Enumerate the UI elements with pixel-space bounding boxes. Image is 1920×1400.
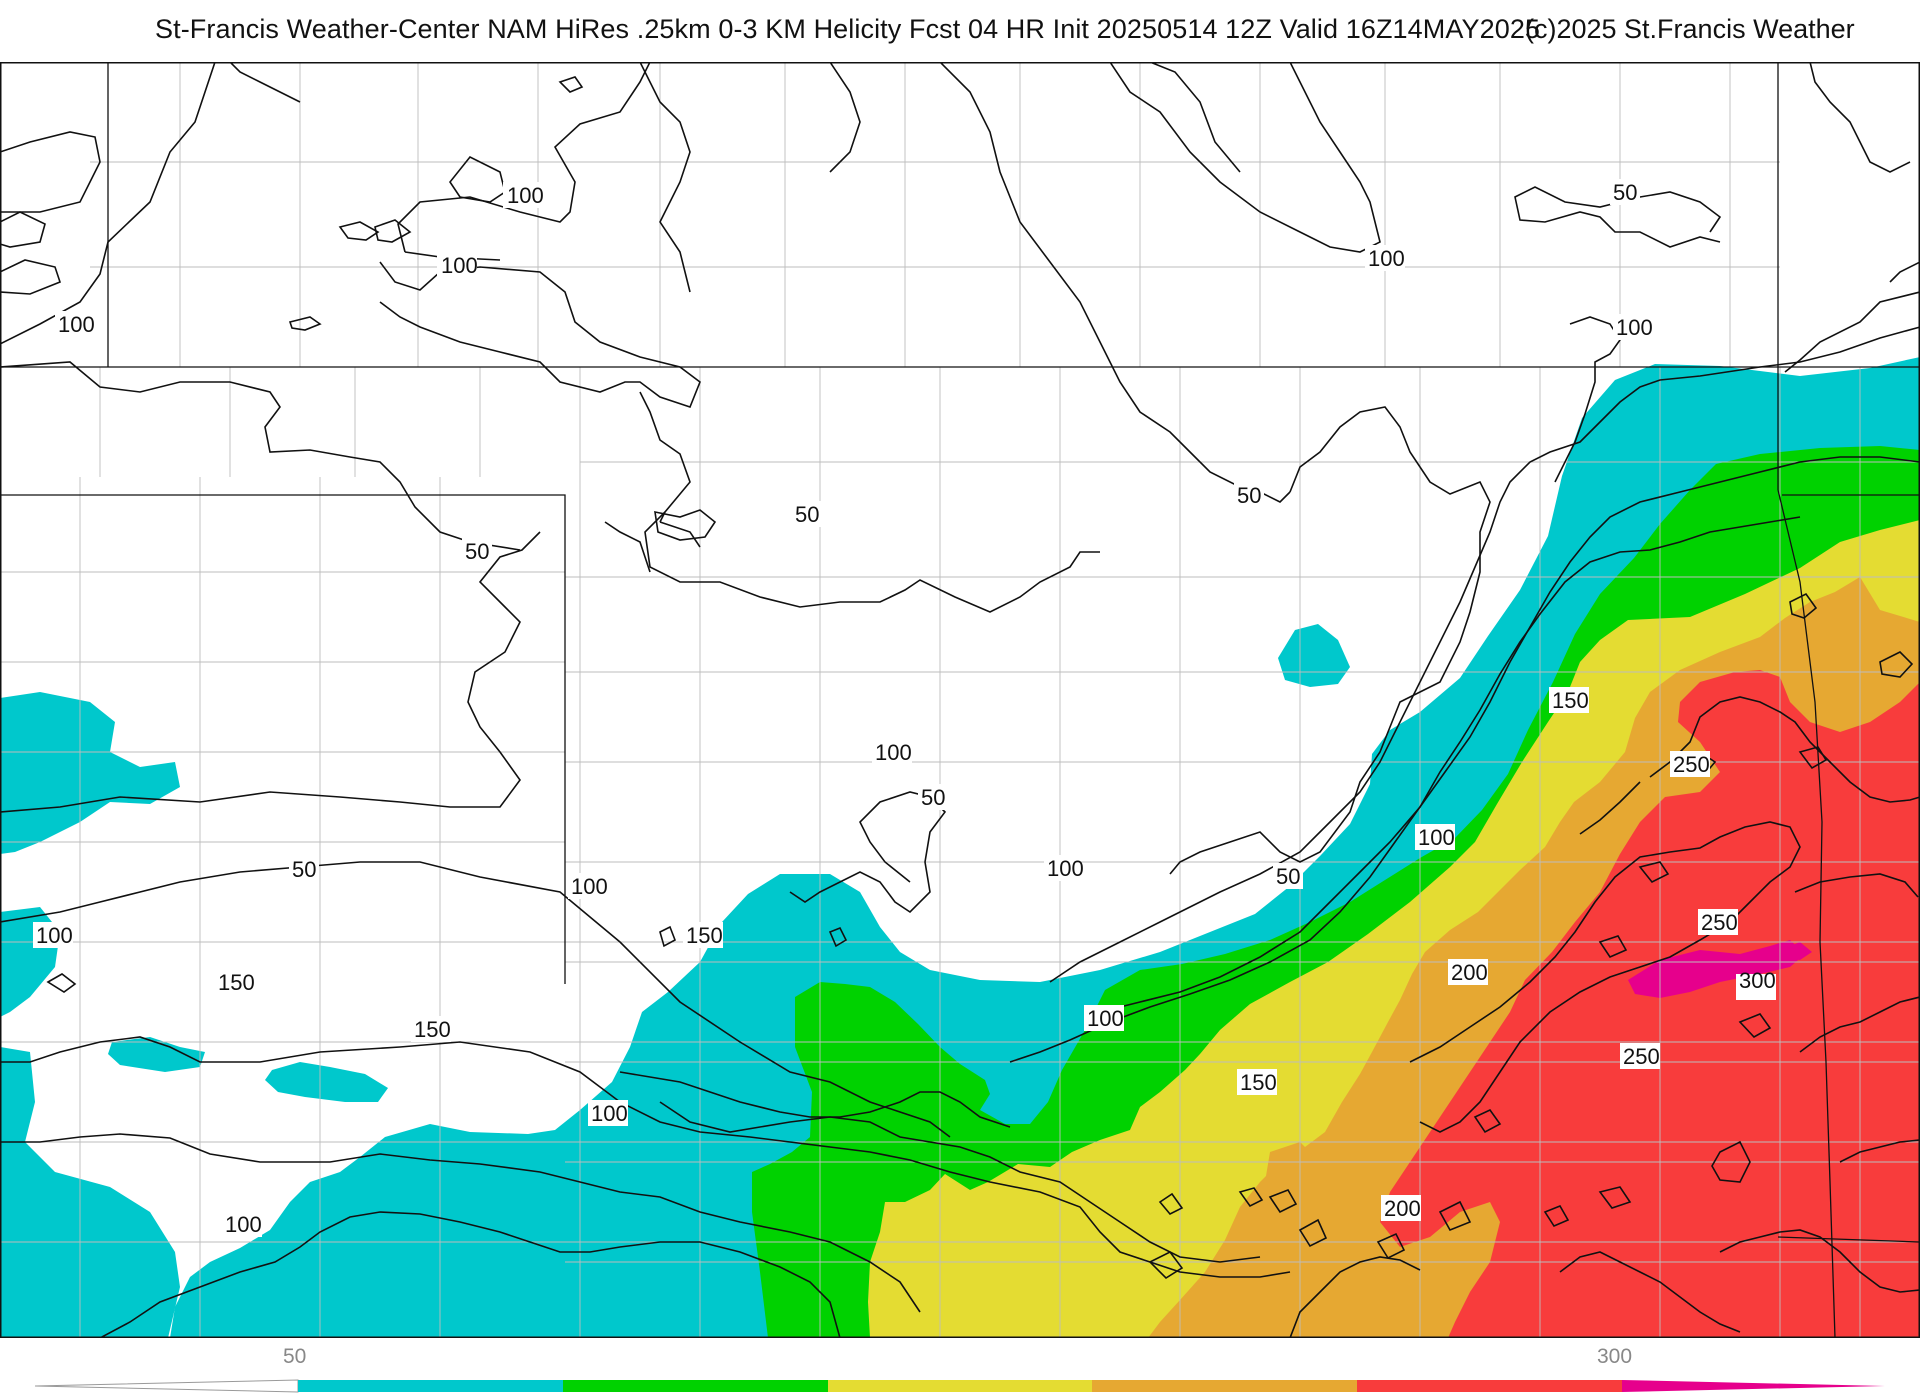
contour-label: 250 — [1698, 909, 1738, 935]
contour-label: 50 — [462, 538, 492, 564]
contour-labels: 100 100 100 100 50 100 50 50 100 50 50 5… — [33, 179, 1776, 1237]
contour-label: 200 — [1448, 959, 1488, 985]
contour-label: 100 — [1044, 855, 1084, 881]
svg-text:50: 50 — [1613, 180, 1637, 205]
svg-text:50: 50 — [465, 539, 489, 564]
svg-text:100: 100 — [1087, 1006, 1124, 1031]
fill-band-250-300 — [1380, 670, 1919, 1337]
map-frame — [0, 62, 1920, 1338]
legend-band-250-300 — [1357, 1380, 1622, 1392]
svg-text:50: 50 — [795, 502, 819, 527]
svg-text:100: 100 — [225, 1212, 262, 1237]
fill-band-50-100 — [108, 1037, 205, 1072]
contour-label: 100 — [1084, 1005, 1124, 1031]
contour-label: 50 — [1234, 482, 1264, 508]
legend-upper-arrow — [1622, 1380, 1885, 1392]
legend-lower-arrow — [34, 1379, 299, 1393]
contour-label: 100 — [1415, 824, 1455, 850]
legend-band-50-100 — [298, 1380, 563, 1392]
svg-text:150: 150 — [1240, 1070, 1277, 1095]
contour-label: 100 — [33, 922, 73, 948]
svg-text:100: 100 — [1368, 246, 1405, 271]
contour-label: 100 — [503, 182, 544, 208]
svg-text:100: 100 — [875, 740, 912, 765]
svg-text:250: 250 — [1623, 1044, 1660, 1069]
svg-text:250: 250 — [1701, 910, 1738, 935]
contour-label: 150 — [215, 969, 255, 995]
contour-label: 100 — [1365, 245, 1405, 271]
svg-text:200: 200 — [1451, 960, 1488, 985]
contour-label: 100 — [55, 311, 95, 337]
contour-label: 50 — [918, 784, 948, 810]
contour-label: 150 — [1237, 1069, 1277, 1095]
svg-text:100: 100 — [58, 312, 95, 337]
svg-text:100: 100 — [591, 1101, 628, 1126]
svg-text:50: 50 — [1276, 864, 1300, 889]
svg-text:150: 150 — [1552, 688, 1589, 713]
contour-label: 200 — [1381, 1195, 1421, 1221]
contour-label: 150 — [1549, 687, 1589, 713]
contour-label: 250 — [1620, 1043, 1660, 1069]
map-title: St-Francis Weather-Center NAM HiRes .25k… — [155, 14, 1541, 44]
svg-text:100: 100 — [1418, 825, 1455, 850]
contour-label: 100 — [1613, 314, 1653, 340]
fill-band-250-300 — [1515, 1052, 1570, 1097]
copyright-notice: (c)2025 St.Francis Weather — [1525, 14, 1855, 44]
svg-text:100: 100 — [1047, 856, 1084, 881]
svg-text:50: 50 — [921, 785, 945, 810]
legend-label-high: 300 — [1597, 1345, 1632, 1368]
contour-label: 100 — [568, 873, 608, 899]
svg-text:150: 150 — [686, 923, 723, 948]
svg-text:100: 100 — [36, 923, 73, 948]
helicity-map: 100 100 100 100 50 100 50 50 100 50 50 5… — [0, 62, 1920, 1338]
legend-label-low: 50 — [283, 1345, 306, 1368]
contour-label: 50 — [792, 501, 822, 527]
svg-text:100: 100 — [441, 253, 478, 278]
map-header: St-Francis Weather-Center NAM HiRes .25k… — [0, 0, 1920, 62]
fill-band-50-100 — [1278, 624, 1350, 687]
svg-text:100: 100 — [1616, 315, 1653, 340]
fill-band-300-plus — [1785, 942, 1812, 960]
contour-label: 300 — [1736, 968, 1776, 1000]
legend-band-200-250 — [1092, 1380, 1357, 1392]
fill-band-50-100 — [1, 1047, 180, 1337]
svg-text:250: 250 — [1673, 752, 1710, 777]
contour-label: 50 — [1610, 179, 1640, 205]
contour-label: 150 — [411, 1016, 451, 1042]
fill-band-200-250 — [1265, 1142, 1320, 1202]
contour-label: 100 — [872, 739, 912, 765]
svg-text:50: 50 — [292, 857, 316, 882]
contour-label: 250 — [1670, 751, 1710, 777]
fill-band-50-100 — [1, 692, 180, 854]
svg-text:100: 100 — [571, 874, 608, 899]
legend-band-150-200 — [828, 1380, 1092, 1392]
contour-label: 50 — [1273, 863, 1303, 889]
fill-band-300-plus — [1628, 940, 1805, 998]
svg-text:50: 50 — [1237, 483, 1261, 508]
svg-text:150: 150 — [414, 1017, 451, 1042]
svg-text:200: 200 — [1384, 1196, 1421, 1221]
svg-text:100: 100 — [507, 183, 544, 208]
fill-band-50-100 — [265, 1062, 388, 1102]
helicity-contours — [1, 63, 1919, 1337]
color-legend: 50 300 — [34, 1345, 1885, 1393]
contour-label: 100 — [588, 1100, 628, 1126]
contour-label: 50 — [289, 856, 319, 882]
svg-text:150: 150 — [218, 970, 255, 995]
legend-band-100-150 — [563, 1380, 828, 1392]
contour-label: 100 — [437, 252, 478, 278]
svg-text:300: 300 — [1739, 968, 1776, 993]
contour-label: 150 — [683, 922, 723, 948]
contour-label: 100 — [222, 1211, 262, 1237]
